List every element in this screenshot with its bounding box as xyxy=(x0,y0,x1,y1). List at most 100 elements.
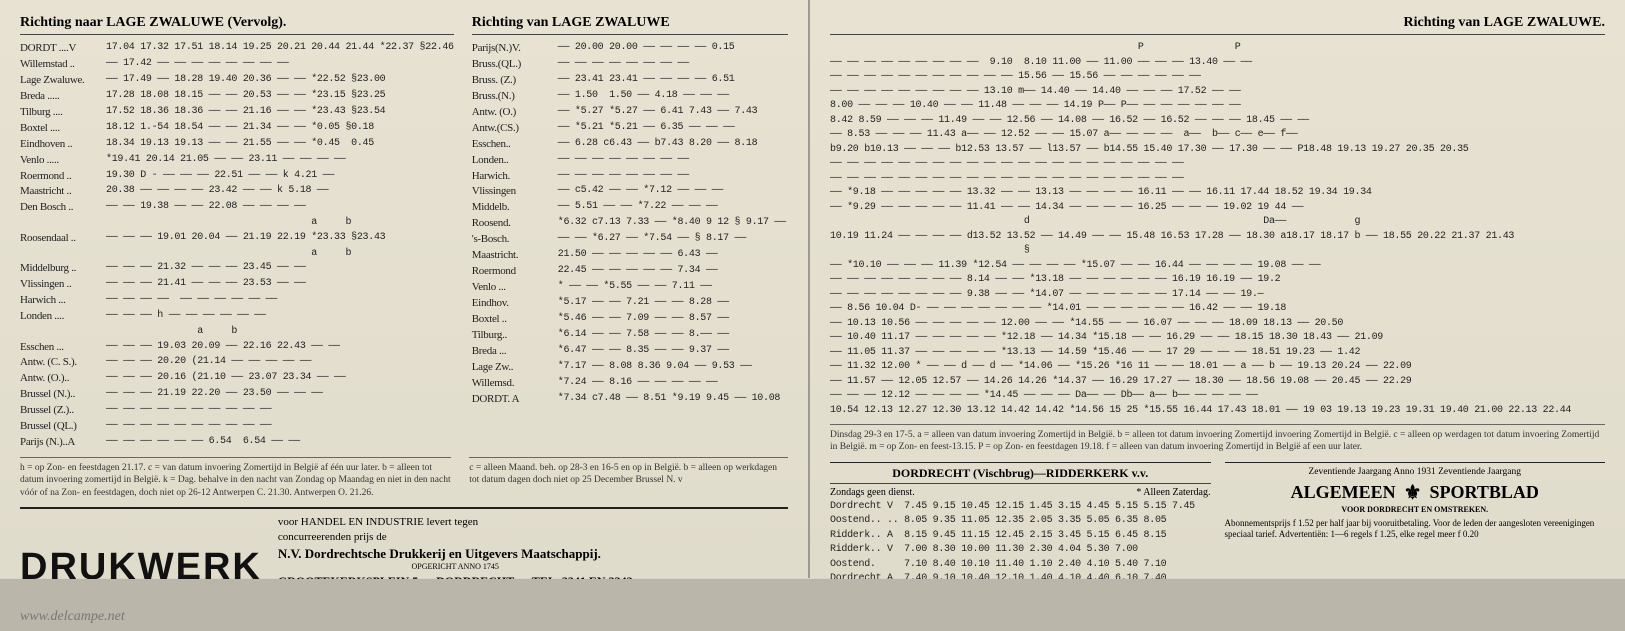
table-row: Antw.(CS.)—— *5.21 *5.21 —— 6.35 —— —— —… xyxy=(472,121,788,137)
times-cell: —— 10.13 10.56 —— —— —— —— —— 12.00 —— —… xyxy=(830,317,1605,332)
times-cell: —— 11.05 11.37 —— —— —— —— —— *13.13 —— … xyxy=(830,346,1605,361)
station-cell: Venlo ... xyxy=(472,280,558,296)
table-row: —— —— —— —— —— —— —— —— 8.14 —— —— *13.1… xyxy=(830,273,1605,288)
station-cell: Vlissingen xyxy=(472,184,558,200)
station-cell: Tilburg.. xyxy=(472,328,558,344)
times-cell: 10.54 12.13 12.27 12.30 13.12 14.42 14.4… xyxy=(830,404,1605,419)
station-cell: Brussel (Z.).. xyxy=(20,403,106,419)
times-cell: 19.30 D - —— —— —— 22.51 —— —— k 4.21 —— xyxy=(106,169,454,185)
table-row: Londen..—— —— —— —— —— —— —— —— xyxy=(472,153,788,169)
times-cell: Oostend. 7.10 8.40 10.10 11.40 1.10 2.40… xyxy=(830,558,1211,573)
times-cell: *6.47 —— —— 8.35 —— —— 9.37 —— xyxy=(558,344,788,360)
times-cell: 17.04 17.32 17.51 18.14 19.25 20.21 20.4… xyxy=(106,41,454,57)
station-cell: Middelb. xyxy=(472,200,558,216)
table-row: Tilburg ....17.52 18.36 18.36 —— —— 21.1… xyxy=(20,105,454,121)
section-header-left1: Richting naar LAGE ZWALUWE (Vervolg). xyxy=(20,15,454,35)
times-cell: d Da—— g xyxy=(830,215,1605,230)
times-cell: —— —— —— —— —— —— —— —— —— 9.10 8.10 11.… xyxy=(830,56,1605,71)
station-cell: Roosend. xyxy=(472,216,558,232)
times-cell: —— 23.41 23.41 —— —— —— —— 6.51 xyxy=(558,73,788,89)
header-right-text: Richting van LAGE ZWALUWE. xyxy=(1404,15,1605,31)
station-cell xyxy=(20,325,106,340)
times-cell: a b xyxy=(106,216,454,231)
times-cell: —— *9.29 —— —— —— —— —— 11.41 —— —— 14.3… xyxy=(830,201,1605,216)
station-cell: Bruss. (Z.) xyxy=(472,73,558,89)
station-cell: Middelburg .. xyxy=(20,261,106,277)
timetable-right: P P—— —— —— —— —— —— —— —— —— 9.10 8.10 … xyxy=(830,41,1605,418)
station-cell: Eindhov. xyxy=(472,296,558,312)
station-cell: Den Bosch .. xyxy=(20,200,106,216)
table-row: 10.19 11.24 —— —— —— —— d13.52 13.52 —— … xyxy=(830,230,1605,245)
sportblad-sub: VOOR DORDRECHT EN OMSTREKEN. xyxy=(1225,505,1606,514)
times-cell: 17.52 18.36 18.36 —— —— 21.16 —— —— *23.… xyxy=(106,105,454,121)
times-cell: *7.34 c7.48 —— 8.51 *9.19 9.45 —— 10.08 xyxy=(558,392,788,408)
table-row: Vlissingen ..—— —— —— 21.41 —— —— —— 23.… xyxy=(20,277,454,293)
table-row: —— *10.10 —— —— —— 11.39 *12.54 —— —— ——… xyxy=(830,259,1605,274)
table-row: P P xyxy=(830,41,1605,56)
times-cell: —— —— —— —— —— —— —— —— —— —— —— —— —— —… xyxy=(830,172,1605,187)
times-cell: —— —— —— 19.03 20.09 —— 22.16 22.43 —— —… xyxy=(106,340,454,356)
station-cell: Antw. (O.) xyxy=(472,105,558,121)
table-row: Harwich ...—— —— —— —— —— —— —— —— —— —— xyxy=(20,293,454,309)
station-cell: Londen.. xyxy=(472,153,558,169)
table-row: Bruss.(QL.)—— —— —— —— —— —— —— —— xyxy=(472,57,788,73)
drukwerk-opgericht: OPGERICHT ANNO 1745 xyxy=(278,562,633,573)
times-cell: —— —— —— —— —— —— —— —— 9.38 —— —— *14.0… xyxy=(830,288,1605,303)
times-cell: —— —— —— —— —— —— —— —— —— —— —— 15.56 —… xyxy=(830,70,1605,85)
table-row: 8.42 8.59 —— —— —— 11.49 —— —— 12.56 —— … xyxy=(830,114,1605,129)
times-cell: 20.38 —— —— —— —— 23.42 —— —— k 5.18 —— xyxy=(106,184,454,200)
times-cell: —— —— —— —— —— —— —— —— xyxy=(558,169,788,185)
times-cell: —— 11.32 12.00 * —— —— d —— d —— *14.06 … xyxy=(830,360,1605,375)
table-row: 8.00 —— —— —— 10.40 —— —— 11.48 —— —— ——… xyxy=(830,99,1605,114)
station-cell: Brussel (N.).. xyxy=(20,387,106,403)
section-header-left2: Richting van LAGE ZWALUWE xyxy=(472,15,788,35)
table-row: —— 11.57 —— 12.05 12.57 —— 14.26 14.26 *… xyxy=(830,375,1605,390)
table-row: Tilburg..*6.14 —— —— 7.58 —— —— 8.—— —— xyxy=(472,328,788,344)
table-row: —— *9.18 —— —— —— —— —— 13.32 —— —— 13.1… xyxy=(830,186,1605,201)
times-cell: —— —— —— 21.19 22.20 —— 23.50 —— —— —— xyxy=(106,387,454,403)
table-row: Venlo ...* —— —— *5.55 —— —— 7.11 —— xyxy=(472,280,788,296)
table-row: Willemstad ..—— 17.42 —— —— —— —— —— —— … xyxy=(20,57,454,73)
times-cell: 8.42 8.59 —— —— —— 11.49 —— —— 12.56 —— … xyxy=(830,114,1605,129)
station-cell: DORDT. A xyxy=(472,392,558,408)
table-row: —— —— —— —— —— —— —— —— —— —— —— —— —— —… xyxy=(830,157,1605,172)
station-cell: Esschen ... xyxy=(20,340,106,356)
table-row: Dordrecht V 7.45 9.15 10.45 12.15 1.45 3… xyxy=(830,500,1211,515)
table-row: —— —— —— —— —— —— —— —— —— —— —— 15.56 —… xyxy=(830,70,1605,85)
station-cell: Bruss.(QL.) xyxy=(472,57,558,73)
table-row: Oostend.. .. 8.05 9.35 11.05 12.35 2.05 … xyxy=(830,514,1211,529)
times-cell: P P xyxy=(830,41,1605,56)
times-cell: * —— —— *5.55 —— —— 7.11 —— xyxy=(558,280,788,296)
times-cell: —— —— —— 20.20 (21.14 —— —— —— —— —— xyxy=(106,355,454,371)
times-cell: —— 17.42 —— —— —— —— —— —— —— —— xyxy=(106,57,454,73)
times-cell: Oostend.. .. 8.05 9.35 11.05 12.35 2.05 … xyxy=(830,514,1211,529)
times-cell: *7.17 —— 8.08 8.36 9.04 —— 9.53 —— xyxy=(558,360,788,376)
table-row: Parijs(N.)V.—— 20.00 20.00 —— —— —— —— 0… xyxy=(472,41,788,57)
station-cell: Maastricht .. xyxy=(20,184,106,200)
table-row: Harwich.—— —— —— —— —— —— —— —— xyxy=(472,169,788,185)
table-row: DORDT ....V17.04 17.32 17.51 18.14 19.25… xyxy=(20,41,454,57)
times-cell: *7.24 —— 8.16 —— —— —— —— —— xyxy=(558,376,788,392)
table-row: Boxtel ..*5.46 —— —— 7.09 —— —— 8.57 —— xyxy=(472,312,788,328)
station-cell: Antw. (C. S.). xyxy=(20,355,106,371)
table-row: —— *9.29 —— —— —— —— —— 11.41 —— —— 14.3… xyxy=(830,201,1605,216)
times-cell: —— —— —— —— —— —— —— —— 8.14 —— —— *13.1… xyxy=(830,273,1605,288)
station-cell: Roermond xyxy=(472,264,558,280)
table-row: —— 10.13 10.56 —— —— —— —— —— 12.00 —— —… xyxy=(830,317,1605,332)
times-cell: a b xyxy=(106,325,454,340)
table-row: —— —— —— —— —— —— —— —— —— 13.10 m—— 14.… xyxy=(830,85,1605,100)
ridderkerk-zaterdag: * Alleen Zaterdag. xyxy=(1136,487,1210,498)
table-row: Den Bosch ..—— —— 19.38 —— —— 22.08 —— —… xyxy=(20,200,454,216)
table-row: Esschen ...—— —— —— 19.03 20.09 —— 22.16… xyxy=(20,340,454,356)
station-cell: Brussel (QL.) xyxy=(20,419,106,435)
times-cell: —— —— —— —— —— —— —— —— —— —— —— —— —— —… xyxy=(830,157,1605,172)
station-cell: Harwich ... xyxy=(20,293,106,309)
ridderkerk-title: DORDRECHT (Vischbrug)—RIDDERKERK v.v. xyxy=(830,466,1211,484)
station-cell: Harwich. xyxy=(472,169,558,185)
times-cell: 8.00 —— —— —— 10.40 —— —— 11.48 —— —— ——… xyxy=(830,99,1605,114)
times-cell: —— 1.50 1.50 —— 4.18 —— —— —— xyxy=(558,89,788,105)
times-cell: 18.12 1.-54 18.54 —— —— 21.34 —— —— *0.0… xyxy=(106,121,454,137)
times-cell: —— —— —— 20.16 (21.10 —— 23.07 23.34 —— … xyxy=(106,371,454,387)
times-cell: 10.19 11.24 —— —— —— —— d13.52 13.52 —— … xyxy=(830,230,1605,245)
table-row: —— —— —— —— —— —— —— —— 9.38 —— —— *14.0… xyxy=(830,288,1605,303)
